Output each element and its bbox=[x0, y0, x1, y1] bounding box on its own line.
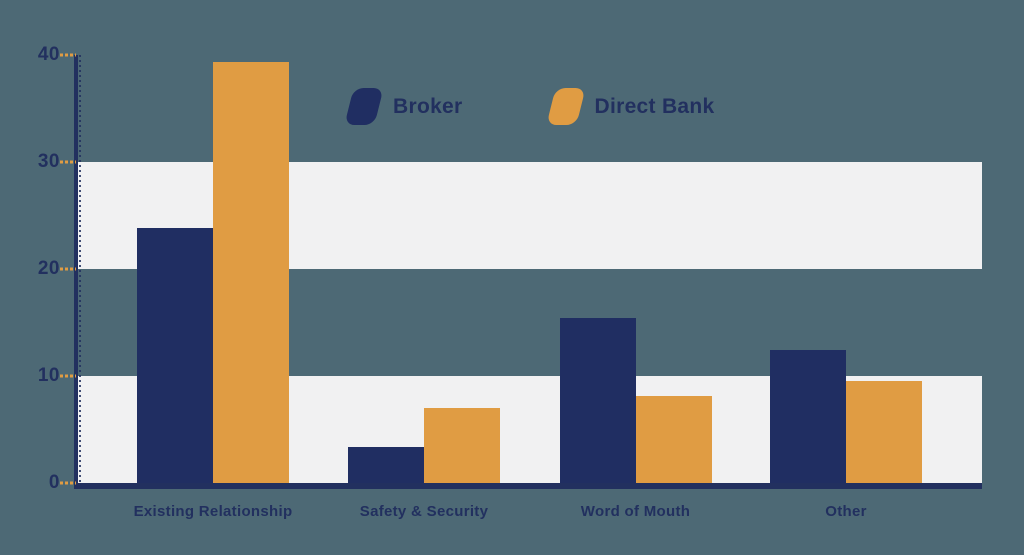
direct-bank-bar-1 bbox=[424, 408, 500, 489]
legend-item-direct-bank: Direct Bank bbox=[545, 88, 715, 125]
y-axis bbox=[74, 55, 78, 489]
direct-bank-bar-0 bbox=[213, 62, 289, 489]
legend-item-broker: Broker bbox=[344, 88, 463, 125]
x-axis bbox=[74, 483, 982, 489]
y-tick-label-30: 30 bbox=[37, 151, 60, 172]
y-tick-label-40: 40 bbox=[37, 44, 60, 65]
y-tick-dash-10 bbox=[60, 374, 76, 378]
broker-bar-1 bbox=[348, 446, 424, 489]
x-category-label-2: Word of Mouth bbox=[580, 503, 691, 520]
chart-legend: Broker Direct Bank bbox=[344, 88, 715, 125]
broker-bar-3 bbox=[770, 350, 846, 489]
legend-label-broker: Broker bbox=[393, 94, 463, 118]
x-category-label-0: Existing Relationship bbox=[133, 503, 293, 520]
y-tick-dash-40 bbox=[60, 53, 76, 57]
y-tick-dash-0 bbox=[60, 481, 76, 485]
y-axis-minor-ticks bbox=[79, 55, 81, 483]
direct-bank-bar-2 bbox=[635, 396, 712, 489]
y-tick-dash-30 bbox=[60, 160, 76, 164]
x-category-label-3: Other bbox=[825, 503, 867, 520]
x-category-label-1: Safety & Security bbox=[359, 503, 489, 520]
y-tick-dash-20 bbox=[60, 267, 76, 271]
broker-bar-0 bbox=[137, 228, 213, 489]
y-tick-label-20: 20 bbox=[37, 258, 60, 279]
direct-bank-bar-3 bbox=[846, 381, 922, 489]
y-tick-label-0: 0 bbox=[48, 472, 60, 493]
broker-series-swatch-icon bbox=[344, 88, 384, 125]
broker-bar-2 bbox=[559, 318, 636, 489]
y-tick-label-10: 10 bbox=[37, 365, 60, 386]
legend-label-direct-bank: Direct Bank bbox=[594, 94, 715, 118]
direct-bank-series-swatch-icon bbox=[545, 88, 586, 125]
